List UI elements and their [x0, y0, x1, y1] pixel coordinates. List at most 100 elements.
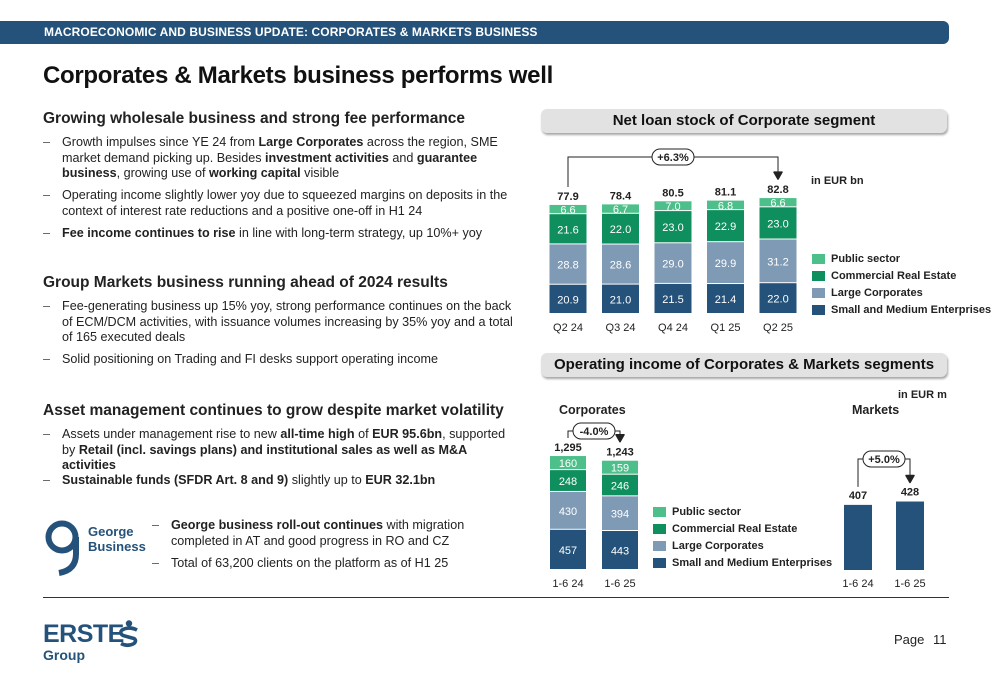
- x-tick-label: Q1 25: [711, 322, 741, 334]
- bullet-text: Fee-generating business up 15% yoy, stro…: [62, 299, 513, 344]
- bar-segment-0-4-2: [759, 207, 797, 239]
- legend2-swatch-large-corporates: [653, 541, 666, 551]
- legend2-commercial-real-estate: Commercial Real Estate: [672, 523, 798, 535]
- x-tick-label: Q3 24: [606, 322, 636, 334]
- legend-swatch-large-corporates: [812, 288, 825, 298]
- bullet-wholesale-2: – Operating income slightly lower yoy due…: [43, 188, 521, 219]
- x-tick-label: 1-6 24: [842, 578, 873, 590]
- bar-segment-0-3-0: [707, 284, 744, 313]
- bar-segment-1-1-3: [602, 460, 638, 474]
- bar-segment-0-2-3: [654, 201, 692, 211]
- growth-annotation-arrow-icon: [773, 171, 783, 180]
- markets-change-pill: [862, 450, 906, 468]
- bullet-dash: –: [43, 352, 51, 366]
- banner-text: MACROECONOMIC AND BUSINESS UPDATE: CORPO…: [44, 25, 538, 39]
- bar-segment-0-3-3: [707, 200, 744, 210]
- legend2-swatch-public-sector: [653, 507, 666, 517]
- markets-bar-0: [844, 504, 872, 570]
- bar-segment-0-1-2: [602, 213, 639, 244]
- corporates-subtitle: Corporates: [559, 403, 626, 417]
- growth-annotation-pill: [651, 148, 695, 166]
- bar-segment-0-0-0: [549, 284, 587, 313]
- bar-value-label: 443: [611, 546, 629, 558]
- bullet-text: Solid positioning on Trading and FI desk…: [62, 352, 438, 366]
- page-number: 11: [933, 632, 947, 647]
- bar-segment-0-0-2: [549, 214, 587, 244]
- bullet-text: Sustainable funds (SFDR Art. 8 and 9) sl…: [62, 473, 436, 487]
- legend-swatch-commercial-real-estate: [812, 271, 825, 281]
- bar-segment-1-0-3: [550, 456, 586, 470]
- bar-segment-1-1-0: [602, 531, 638, 569]
- page-title: Corporates & Markets business performs w…: [43, 62, 553, 89]
- markets-change-arrow-icon: [905, 474, 915, 484]
- bar-segment-1-1-2: [602, 474, 638, 496]
- section-heading-asset-mgmt: Asset management continues to grow despi…: [43, 402, 504, 419]
- x-tick-label: 1-6 25: [894, 578, 925, 590]
- bar-value-label: 6.6: [560, 205, 575, 217]
- net-loan-title-pill: Net loan stock of Corporate segment: [541, 109, 947, 133]
- bullet-dash: –: [43, 473, 51, 487]
- footer-divider: [43, 597, 949, 598]
- bar-segment-0-3-1: [707, 242, 744, 284]
- bar-segment-1-1-1: [602, 496, 638, 531]
- bar-segment-1-0-0: [550, 529, 586, 569]
- bullet-markets-1: – Fee-generating business up 15% yoy, str…: [43, 299, 521, 346]
- bar-segment-0-0-1: [549, 244, 587, 284]
- bullet-text: George business roll-out continues with …: [171, 518, 465, 548]
- bar-segment-0-2-0: [654, 283, 692, 313]
- bar-value-label: 6.8: [718, 200, 733, 212]
- bar-segment-1-0-1: [550, 491, 586, 529]
- group-logo-text: Group: [43, 647, 85, 663]
- markets-subtitle: Markets: [852, 403, 900, 417]
- markets-change-label: +5.0%: [868, 454, 900, 466]
- bar-total-label: 1,243: [606, 447, 634, 459]
- bar-segment-0-4-0: [759, 283, 797, 313]
- legend-large-corporates: Large Corporates: [831, 287, 923, 299]
- bar-value-label: 6.7: [613, 204, 628, 216]
- corporates-change-arrow-icon: [615, 433, 625, 443]
- bar-value-label: 29.0: [662, 259, 683, 271]
- bar-value-label: 159: [611, 463, 629, 475]
- bar-value-label: 21.0: [610, 294, 631, 306]
- bullet-asset-1: – Assets under management rise to new all…: [43, 427, 521, 474]
- bullet-wholesale-3: – Fee income continues to rise in line wi…: [43, 226, 521, 242]
- bar-value-label: 430: [559, 506, 577, 518]
- legend-commercial-real-estate: Commercial Real Estate: [831, 270, 957, 282]
- bullet-asset-2: – Sustainable funds (SFDR Art. 8 and 9) s…: [43, 473, 521, 489]
- bar-value-label: 23.0: [662, 222, 683, 234]
- bullet-dash: –: [152, 556, 160, 570]
- x-tick-label: Q2 24: [553, 322, 583, 334]
- x-tick-label: Q2 25: [763, 322, 793, 334]
- bar-segment-0-2-2: [654, 211, 692, 243]
- bar-value-label: 22.0: [610, 224, 631, 236]
- bar-total-label: 77.9: [557, 191, 578, 203]
- bar-total-label: 81.1: [715, 187, 736, 199]
- bullet-dash: –: [43, 135, 51, 149]
- markets-bar-1: [896, 501, 924, 570]
- bar-total-label: 1,295: [554, 442, 582, 454]
- x-tick-label: Q4 24: [658, 322, 688, 334]
- bullet-george-1: – George business roll-out continues with…: [152, 518, 492, 549]
- corporates-change-label: -4.0%: [580, 426, 609, 438]
- erste-logo-text: ERSTE: [43, 620, 124, 648]
- bullet-wholesale-1: – Growth impulses since YE 24 from Large …: [43, 135, 521, 182]
- legend2-public-sector: Public sector: [672, 506, 742, 518]
- section-heading-wholesale: Growing wholesale business and strong fe…: [43, 110, 466, 127]
- bar-value-label: 248: [559, 476, 577, 488]
- bar-total-label: 78.4: [610, 190, 632, 202]
- bar-segment-0-1-3: [602, 204, 639, 213]
- bullet-dash: –: [43, 427, 51, 441]
- operating-income-title-pill: Operating income of Corporates & Markets…: [541, 353, 947, 377]
- bar-segment-1-0-2: [550, 470, 586, 491]
- bullet-dash: –: [43, 299, 51, 313]
- bar-value-label: 29.9: [715, 258, 736, 270]
- bar-segment-0-4-3: [759, 198, 797, 207]
- legend-swatch-public-sector: [812, 254, 825, 264]
- bullet-markets-2: – Solid positioning on Trading and FI des…: [43, 352, 521, 368]
- legend-public-sector: Public sector: [831, 253, 901, 265]
- bar-total-label: 82.8: [767, 184, 788, 196]
- op-income-unit: in EUR m: [898, 389, 947, 401]
- bullet-george-2: – Total of 63,200 clients on the platform…: [152, 556, 492, 572]
- bar-value-label: 28.6: [610, 260, 631, 272]
